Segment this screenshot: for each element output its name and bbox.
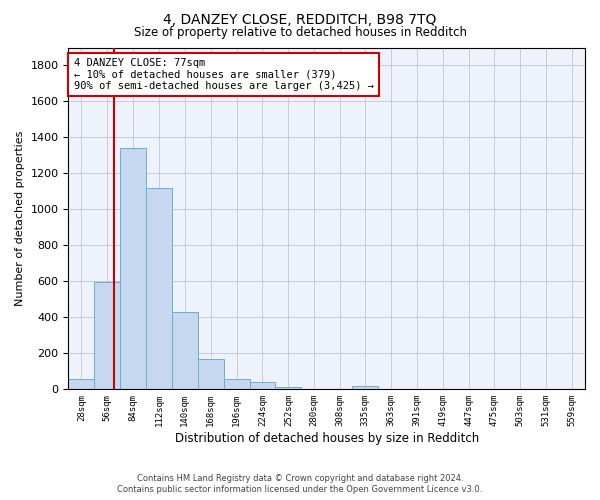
Text: 4 DANZEY CLOSE: 77sqm
← 10% of detached houses are smaller (379)
90% of semi-det: 4 DANZEY CLOSE: 77sqm ← 10% of detached …	[74, 58, 374, 91]
X-axis label: Distribution of detached houses by size in Redditch: Distribution of detached houses by size …	[175, 432, 479, 445]
Bar	[198, 358, 224, 390]
Text: Size of property relative to detached houses in Redditch: Size of property relative to detached ho…	[133, 26, 467, 39]
Bar	[146, 188, 172, 390]
Bar	[172, 312, 198, 390]
Bar	[275, 386, 301, 390]
Y-axis label: Number of detached properties: Number of detached properties	[15, 130, 25, 306]
Text: Contains HM Land Registry data © Crown copyright and database right 2024.
Contai: Contains HM Land Registry data © Crown c…	[118, 474, 482, 494]
Bar	[250, 382, 275, 390]
Bar	[352, 386, 378, 390]
Bar	[68, 380, 94, 390]
Bar	[224, 378, 250, 390]
Text: 4, DANZEY CLOSE, REDDITCH, B98 7TQ: 4, DANZEY CLOSE, REDDITCH, B98 7TQ	[163, 12, 437, 26]
Bar	[120, 148, 146, 390]
Bar	[94, 282, 120, 390]
